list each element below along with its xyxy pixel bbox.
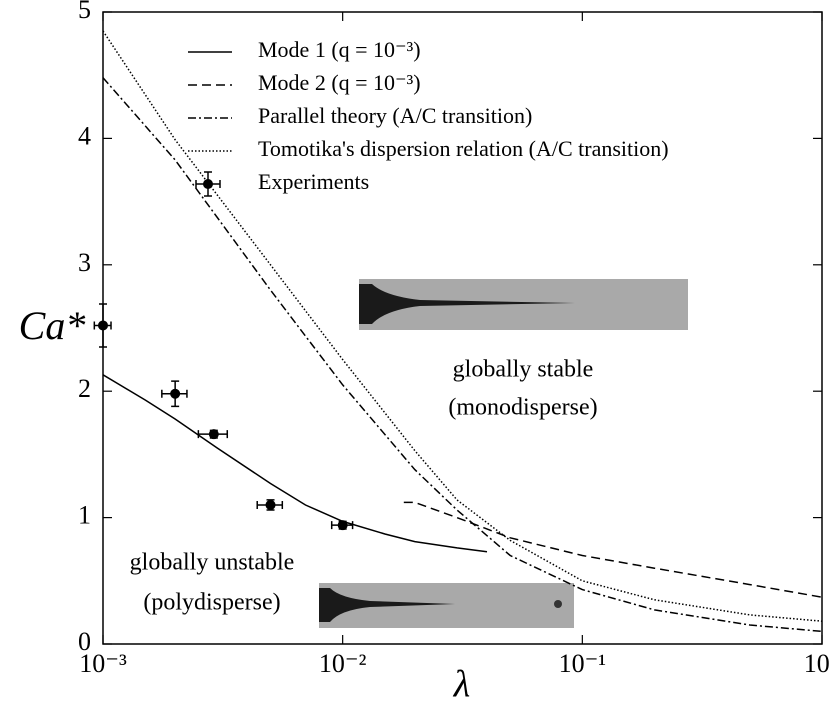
x-tick-label: 10⁻¹ <box>559 649 607 678</box>
y-tick-label: 0 <box>78 627 91 656</box>
x-tick-label: 10⁻³ <box>79 649 127 678</box>
y-tick-label: 1 <box>78 501 91 530</box>
legend-label: Parallel theory (A/C transition) <box>258 103 532 128</box>
annotation: globally stable <box>453 357 594 383</box>
annotation: globally unstable <box>130 550 295 576</box>
photo-unstable <box>319 583 574 628</box>
legend-label: Experiments <box>258 169 369 194</box>
data-point <box>208 429 219 440</box>
y-axis-label: Ca* <box>19 303 86 348</box>
legend-label: Tomotika's dispersion relation (A/C tran… <box>258 136 669 161</box>
series-line <box>102 30 823 622</box>
photo-stable <box>359 279 688 330</box>
x-tick-label: 10⁻² <box>319 649 367 678</box>
y-tick-label: 5 <box>78 0 91 24</box>
legend-label: Mode 2 (q = 10⁻³) <box>258 70 421 95</box>
x-tick-label: 10⁰ <box>804 649 830 678</box>
data-point <box>265 499 276 510</box>
data-point <box>170 388 181 399</box>
y-tick-label: 3 <box>78 248 91 277</box>
data-point <box>337 520 348 531</box>
series-line <box>102 77 823 633</box>
annotation: (polydisperse) <box>143 590 280 616</box>
series-line <box>403 501 823 598</box>
legend-label: Mode 1 (q = 10⁻³) <box>258 37 421 62</box>
x-axis-label: λ <box>453 664 470 706</box>
legend-swatch <box>203 179 213 189</box>
annotation: (monodisperse) <box>448 395 597 421</box>
y-tick-label: 2 <box>78 374 91 403</box>
series-line <box>102 374 488 553</box>
y-tick-label: 4 <box>78 121 91 150</box>
data-point <box>98 320 108 331</box>
